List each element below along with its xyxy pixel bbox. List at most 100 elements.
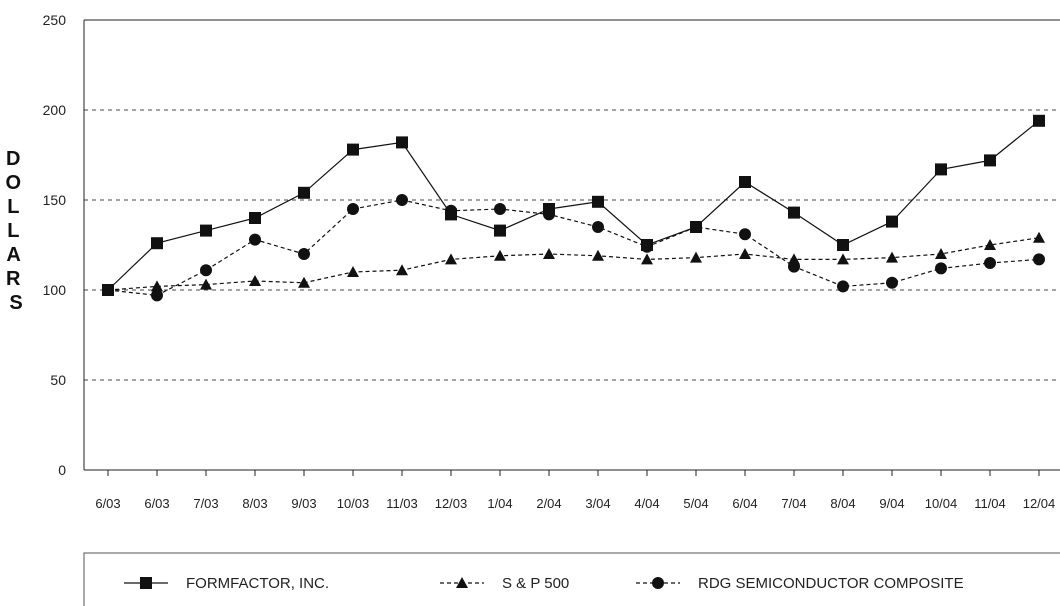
data-point	[641, 253, 653, 265]
data-point	[494, 203, 506, 215]
x-tick-label: 6/03	[95, 496, 120, 511]
legend-marker	[140, 577, 152, 589]
legend-entry: RDG SEMICONDUCTOR COMPOSITE	[636, 575, 964, 592]
x-tick-label: 5/04	[683, 496, 708, 511]
series-triangle	[102, 231, 1045, 295]
x-tick-label: 4/04	[634, 496, 659, 511]
data-point	[298, 248, 310, 260]
data-point	[396, 136, 408, 149]
data-point	[151, 237, 163, 250]
legend-label: S & P 500	[502, 575, 569, 592]
y-tick-label: 200	[43, 102, 67, 118]
data-point	[592, 195, 604, 208]
y-tick-labels: 0 50 100 150 200 250	[43, 12, 67, 478]
x-tick-label: 7/03	[193, 496, 218, 511]
data-point	[935, 262, 947, 275]
legend-marker	[456, 577, 468, 588]
x-tick-label: 3/04	[585, 496, 610, 511]
y-axis-label-letter: L	[7, 220, 19, 242]
y-tick-label: 150	[43, 192, 67, 208]
x-tick-label: 12/03	[435, 496, 468, 511]
data-point	[739, 176, 751, 188]
x-tick-label: 6/03	[144, 496, 169, 511]
data-point	[1033, 114, 1045, 127]
data-point	[494, 224, 506, 237]
data-point	[543, 248, 555, 259]
data-point	[641, 240, 653, 253]
x-tick-label: 11/03	[386, 496, 418, 511]
x-tick-label: 2/04	[536, 496, 561, 511]
x-tick-labels: 6/03 6/03 7/03 8/03 9/03 10/03 11/03 12/03 1/04 2…	[95, 470, 1055, 511]
y-axis-label-letter: O	[5, 172, 21, 194]
x-tick-label: 9/04	[879, 496, 904, 511]
data-point	[151, 289, 163, 302]
series-line	[107, 120, 1040, 291]
y-axis-label-letter: R	[6, 268, 21, 290]
series-square	[102, 114, 1045, 296]
legend-label: FORMFACTOR, INC.	[186, 575, 329, 592]
legend-label: RDG SEMICONDUCTOR COMPOSITE	[698, 575, 964, 592]
data-point	[739, 228, 751, 241]
series-line	[107, 237, 1040, 291]
data-point	[445, 253, 457, 265]
data-point	[200, 224, 212, 237]
series-circle	[102, 194, 1045, 302]
data-point	[837, 280, 849, 293]
data-point	[200, 264, 212, 277]
data-point	[984, 239, 996, 250]
data-point	[984, 154, 996, 167]
data-point	[837, 239, 849, 251]
y-axis-label-letter: A	[6, 244, 20, 266]
axes	[83, 19, 1060, 471]
data-point	[935, 248, 947, 259]
y-axis-label-letter: L	[7, 196, 19, 218]
data-point	[249, 275, 261, 286]
data-point	[788, 260, 800, 273]
data-point	[249, 212, 261, 224]
data-point	[298, 276, 310, 288]
x-tick-label: 11/04	[974, 496, 1006, 511]
data-point	[837, 253, 849, 265]
data-point	[886, 251, 898, 263]
data-point	[788, 206, 800, 219]
data-point	[249, 233, 261, 246]
data-point	[396, 194, 408, 206]
gridlines	[84, 109, 1060, 381]
data-point	[543, 208, 555, 221]
x-tick-label: 12/04	[1023, 496, 1056, 511]
y-axis-label-letter: D	[6, 148, 20, 170]
data-point	[298, 186, 310, 199]
data-point	[494, 249, 506, 261]
y-tick-label: 100	[43, 282, 67, 298]
x-tick-label: 10/04	[925, 496, 958, 511]
data-point	[347, 266, 359, 277]
x-tick-label: 7/04	[781, 496, 806, 511]
x-tick-label: 9/03	[291, 496, 316, 511]
y-tick-label: 0	[58, 462, 66, 478]
y-tick-label: 250	[43, 12, 67, 28]
data-point	[396, 264, 408, 276]
data-point	[592, 221, 604, 233]
x-tick-label: 8/03	[242, 496, 267, 511]
data-point	[347, 143, 359, 156]
data-point	[102, 284, 114, 296]
x-tick-label: 1/04	[487, 496, 512, 511]
data-point	[739, 248, 751, 259]
legend-marker	[652, 577, 664, 589]
x-tick-label: 10/03	[337, 496, 370, 511]
data-point	[1033, 253, 1045, 266]
data-point	[151, 280, 163, 292]
series-layer	[102, 114, 1045, 302]
x-tick-label: 6/04	[732, 496, 757, 511]
data-point	[592, 249, 604, 261]
legend: FORMFACTOR, INC. S & P 500 RDG SEMICONDUCT…	[83, 552, 1060, 606]
data-point	[200, 278, 212, 290]
data-point	[984, 257, 996, 269]
y-axis-label-letter: S	[9, 292, 22, 314]
series-line	[107, 199, 1040, 297]
data-point	[347, 203, 359, 215]
data-point	[886, 215, 898, 228]
legend-entry: FORMFACTOR, INC.	[124, 575, 329, 592]
x-tick-label: 8/04	[830, 496, 855, 511]
